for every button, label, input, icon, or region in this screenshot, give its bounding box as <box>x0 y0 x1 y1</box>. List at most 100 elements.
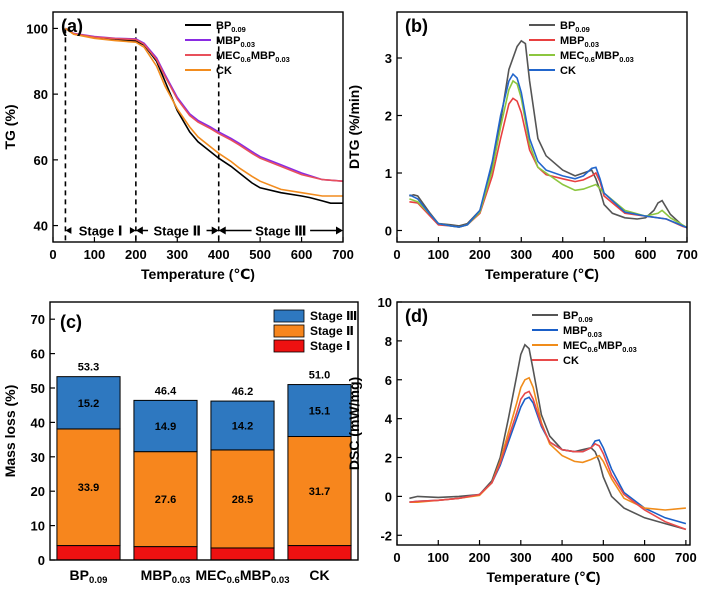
panel-label: (d) <box>405 306 428 326</box>
y-axis-label: DTG (%/min) <box>346 85 362 169</box>
legend-label: Stage Ⅰ <box>310 339 350 353</box>
stage-label: Stage Ⅱ <box>153 224 201 239</box>
label-part: CK <box>216 65 232 77</box>
series-line <box>64 27 344 182</box>
data-label: 31.7 <box>309 486 330 498</box>
series-line <box>409 376 686 511</box>
x-tick-label: 200 <box>469 550 491 565</box>
series-line <box>409 79 688 229</box>
arrow-left-icon <box>218 226 226 235</box>
y-tick-label: 40 <box>31 415 45 430</box>
legend-swatch <box>273 339 305 353</box>
y-tick-label: 80 <box>34 87 48 102</box>
subscript: 0.09 <box>89 575 108 586</box>
y-tick-label: 3 <box>385 51 392 66</box>
x-axis-label: Temperature (℃) <box>141 266 255 282</box>
label-part: CK <box>563 355 579 367</box>
subscript: 0.03 <box>275 55 290 64</box>
x-tick-label: 100 <box>84 247 106 262</box>
y-tick-label: 20 <box>31 484 45 499</box>
arrow-left-icon <box>135 226 143 235</box>
total-label: 46.4 <box>155 385 177 397</box>
bar-segment <box>56 376 121 430</box>
bar-segment <box>287 545 352 561</box>
y-axis-label: DSC (mW/mg) <box>346 377 362 470</box>
data-label: 14.9 <box>155 421 176 433</box>
y-tick-label: 0 <box>38 553 45 568</box>
plot-frame <box>396 301 691 546</box>
subscript: 0.09 <box>575 25 590 34</box>
x-tick-label: 300 <box>166 247 188 262</box>
x-tick-label: 500 <box>592 550 614 565</box>
legend-label: Stage Ⅱ <box>310 324 354 338</box>
y-tick-label: 6 <box>385 373 392 388</box>
data-label: 14.2 <box>232 420 253 432</box>
label-part: MBP <box>560 35 584 47</box>
y-tick-label: 1 <box>385 166 392 181</box>
series-line <box>409 396 687 525</box>
category-label: MEC0.6MBP0.03 <box>195 567 289 586</box>
label-part: CK <box>560 65 576 77</box>
x-tick-label: 200 <box>469 247 491 262</box>
arrow-right-icon <box>336 226 343 235</box>
y-tick-label: 10 <box>31 519 45 534</box>
series-line <box>64 27 343 197</box>
x-tick-label: 400 <box>208 247 230 262</box>
y-tick-label: 0 <box>385 224 392 239</box>
subscript: 0.03 <box>622 345 637 354</box>
subscript: 0.6 <box>584 55 594 64</box>
label-part: MBP <box>216 35 240 47</box>
x-tick-label: 300 <box>510 247 532 262</box>
label-part: MEC <box>195 567 226 583</box>
panel-3: 0 100 200 300 400 500 600 700-20246810Temperatu… <box>346 295 697 585</box>
y-axis-label: Mass loss (%) <box>2 385 18 478</box>
y-tick-label: 10 <box>378 295 392 310</box>
x-axis-label: Temperature (℃) <box>485 266 599 282</box>
x-tick-label: 400 <box>552 247 574 262</box>
legend-label: BP0.09 <box>563 310 593 324</box>
y-tick-label: 60 <box>34 153 48 168</box>
total-label: 46.2 <box>232 386 253 398</box>
x-tick-label: 100 <box>428 247 450 262</box>
x-tick-label: 0 <box>49 247 56 262</box>
x-tick-label: 600 <box>291 247 313 262</box>
series-line <box>409 39 688 229</box>
arrow-right-icon <box>211 226 219 235</box>
subscript: 0.03 <box>240 40 255 49</box>
subscript: 0.09 <box>578 315 593 324</box>
subscript: 0.03 <box>584 40 599 49</box>
panel-label: (a) <box>61 16 83 36</box>
y-tick-label: 2 <box>385 109 392 124</box>
legend-swatch <box>273 324 305 338</box>
x-tick-label: 700 <box>675 550 697 565</box>
plot-frame <box>49 301 359 561</box>
legend-label: MBP0.03 <box>563 325 602 339</box>
label-part: BP <box>70 567 89 583</box>
x-tick-label: 500 <box>593 247 615 262</box>
x-tick-label: 500 <box>249 247 271 262</box>
label-part: CK <box>309 567 329 583</box>
bar-segment <box>210 547 275 561</box>
series-line <box>409 390 687 531</box>
total-label: 53.3 <box>78 362 99 374</box>
y-tick-label: 8 <box>385 334 392 349</box>
arrow-right-icon <box>128 226 136 235</box>
label-part: MBP <box>563 325 587 337</box>
data-label: 33.9 <box>78 482 99 494</box>
legend-label: BP0.09 <box>560 20 590 34</box>
subscript: 0.03 <box>587 330 602 339</box>
subscript: 0.03 <box>172 575 191 586</box>
legend-label: Stage Ⅲ <box>310 309 357 323</box>
legend-label: BP0.09 <box>216 20 246 34</box>
bar-segment <box>56 545 121 561</box>
subscript: 0.6 <box>587 345 597 354</box>
arrow-left-icon <box>65 226 73 235</box>
label-part: MBP <box>240 567 271 583</box>
category-label: BP0.09 <box>70 567 108 586</box>
y-tick-label: 100 <box>26 21 48 36</box>
label-part: BP <box>563 310 578 322</box>
legend-label: MEC0.6MBP0.03 <box>216 50 290 64</box>
y-tick-label: 60 <box>31 347 45 362</box>
